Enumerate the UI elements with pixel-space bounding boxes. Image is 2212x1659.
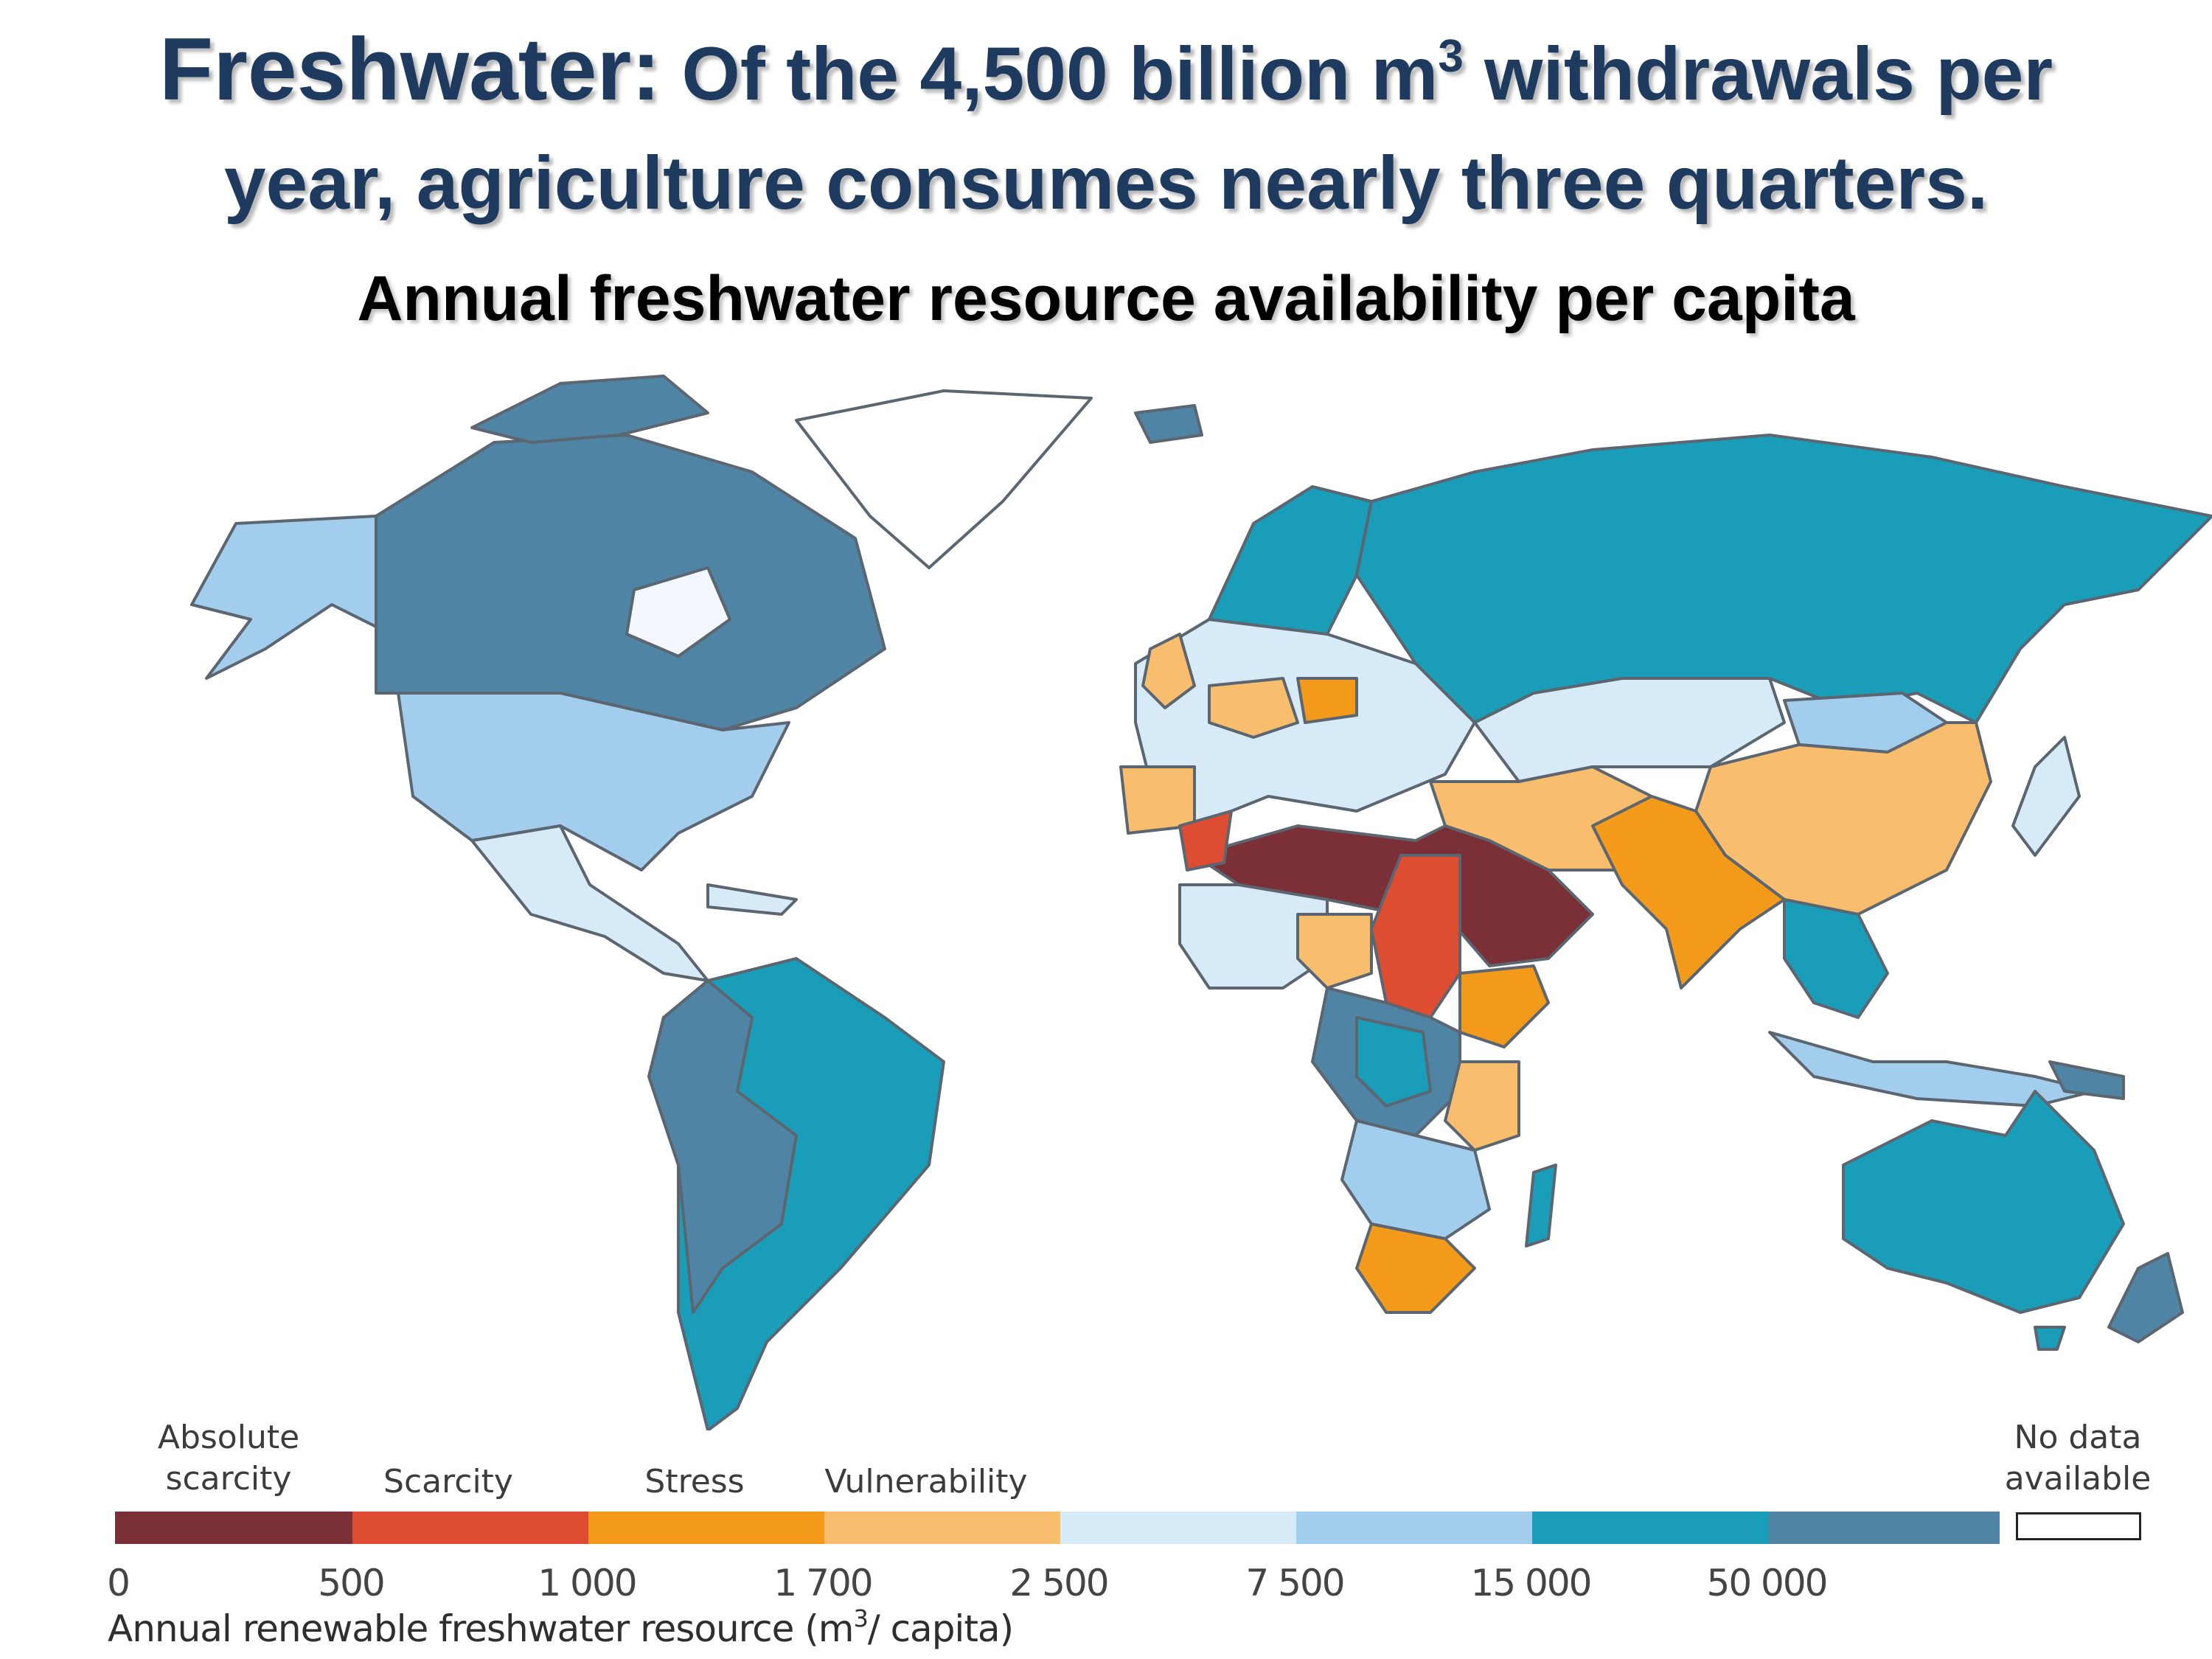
legend-axis-label-text-b: / capita): [867, 1607, 1014, 1650]
legend-axis-label: Annual renewable freshwater resource (m3…: [108, 1604, 1014, 1650]
map-region-andes: [647, 979, 798, 1314]
legend-label-absolute-scarcity-line2: scarcity: [165, 1460, 292, 1498]
map-region-ethiopia: [1458, 964, 1550, 1048]
legend-label-absolute-scarcity-line1: Absolute: [157, 1419, 300, 1456]
map-region-iceland: [1134, 404, 1203, 444]
map-region-central-europe: [1208, 677, 1299, 739]
legend-tick-4: 2 500: [1009, 1562, 1109, 1604]
legend-color-bar: [115, 1512, 2000, 1544]
map-region-hudson: [625, 566, 731, 658]
map-region-australia: [1842, 1090, 2125, 1314]
map-region-japan: [2011, 736, 2081, 857]
title-line-2: year, agriculture consumes nearly three …: [223, 141, 1989, 225]
legend-label-vulnerability: Vulnerability: [824, 1463, 1028, 1500]
map-region-uk: [1141, 633, 1196, 709]
map-region-greenland: [795, 389, 1093, 569]
map-region-south-africa: [1355, 1222, 1476, 1314]
legend-swatch-7: [1768, 1512, 2000, 1544]
legend-tick-1: 500: [318, 1562, 385, 1604]
legend-tick-0: 0: [107, 1562, 131, 1604]
map-region-papua: [2048, 1060, 2125, 1100]
world-map: [147, 354, 2212, 1430]
legend-tick-6: 15 000: [1470, 1562, 1593, 1604]
title-text-a: Of the 4,500 billion m: [661, 32, 1439, 116]
legend-label-absolute-scarcity: Absolute scarcity: [158, 1417, 299, 1500]
legend-label-no-data-line2: available: [2004, 1460, 2152, 1498]
legend-swatch-3: [824, 1512, 1060, 1544]
map-region-caribbean: [706, 883, 798, 916]
legend-label-no-data-line1: No data: [2014, 1419, 2142, 1456]
legend-swatch-1: [352, 1512, 588, 1544]
map-region-poland: [1296, 677, 1358, 724]
map-region-east-africa: [1444, 1060, 1520, 1152]
legend-tick-7: 50 000: [1706, 1562, 1829, 1604]
legend-axis-label-text-a: Annual renewable freshwater resource (m: [108, 1607, 854, 1650]
legend-tick-3: 1 700: [773, 1562, 873, 1604]
title-line-1: Freshwater: Of the 4,500 billion m3 with…: [0, 15, 2212, 128]
map-region-alaska: [190, 515, 378, 680]
map-region-new-zealand: [2107, 1252, 2184, 1343]
title-text-b: withdrawals per: [1463, 32, 2053, 116]
slide-title: Freshwater: Of the 4,500 billion m3 with…: [0, 15, 2212, 237]
map-region-se-asia-mainland: [1783, 898, 1889, 1019]
map-subtitle: Annual freshwater resource availability …: [357, 263, 1855, 334]
map-region-canada: [375, 434, 886, 731]
legend-swatch-2: [588, 1512, 824, 1544]
legend-label-no-data: No data available: [2005, 1417, 2152, 1500]
legend-axis-label-exponent: 3: [853, 1604, 868, 1632]
legend-swatch-0: [115, 1512, 352, 1544]
legend-tick-2: 1 000: [538, 1562, 637, 1604]
legend-label-scarcity: Scarcity: [383, 1463, 513, 1500]
title-exponent: 3: [1438, 31, 1464, 82]
map-region-india: [1591, 795, 1786, 990]
map-region-morocco: [1178, 810, 1233, 872]
map-region-scandinavia: [1208, 485, 1373, 636]
title-lead: Freshwater:: [159, 20, 661, 119]
legend-tick-5: 7 500: [1245, 1562, 1345, 1604]
map-region-arctic-islands: [470, 375, 709, 444]
map-region-tasmania: [2034, 1326, 2066, 1351]
map-region-congo: [1355, 1016, 1432, 1107]
legend-swatch-6: [1532, 1512, 1768, 1544]
map-region-russia: [1355, 434, 2212, 724]
map-region-southern-africa-mid: [1340, 1119, 1491, 1240]
map-region-usa: [397, 692, 790, 872]
map-region-west-africa: [1178, 883, 1329, 990]
map-region-niger-chad: [1296, 913, 1373, 990]
map-region-central-america: [470, 824, 709, 982]
map-region-madagascar: [1525, 1164, 1557, 1248]
legend-swatch-5: [1296, 1512, 1532, 1544]
legend-swatch-4: [1060, 1512, 1296, 1544]
map-region-indonesia: [1768, 1031, 2096, 1107]
legend-label-stress: Stress: [644, 1463, 745, 1500]
legend-no-data-swatch: [2016, 1512, 2141, 1540]
world-map-svg: [190, 375, 2212, 1430]
